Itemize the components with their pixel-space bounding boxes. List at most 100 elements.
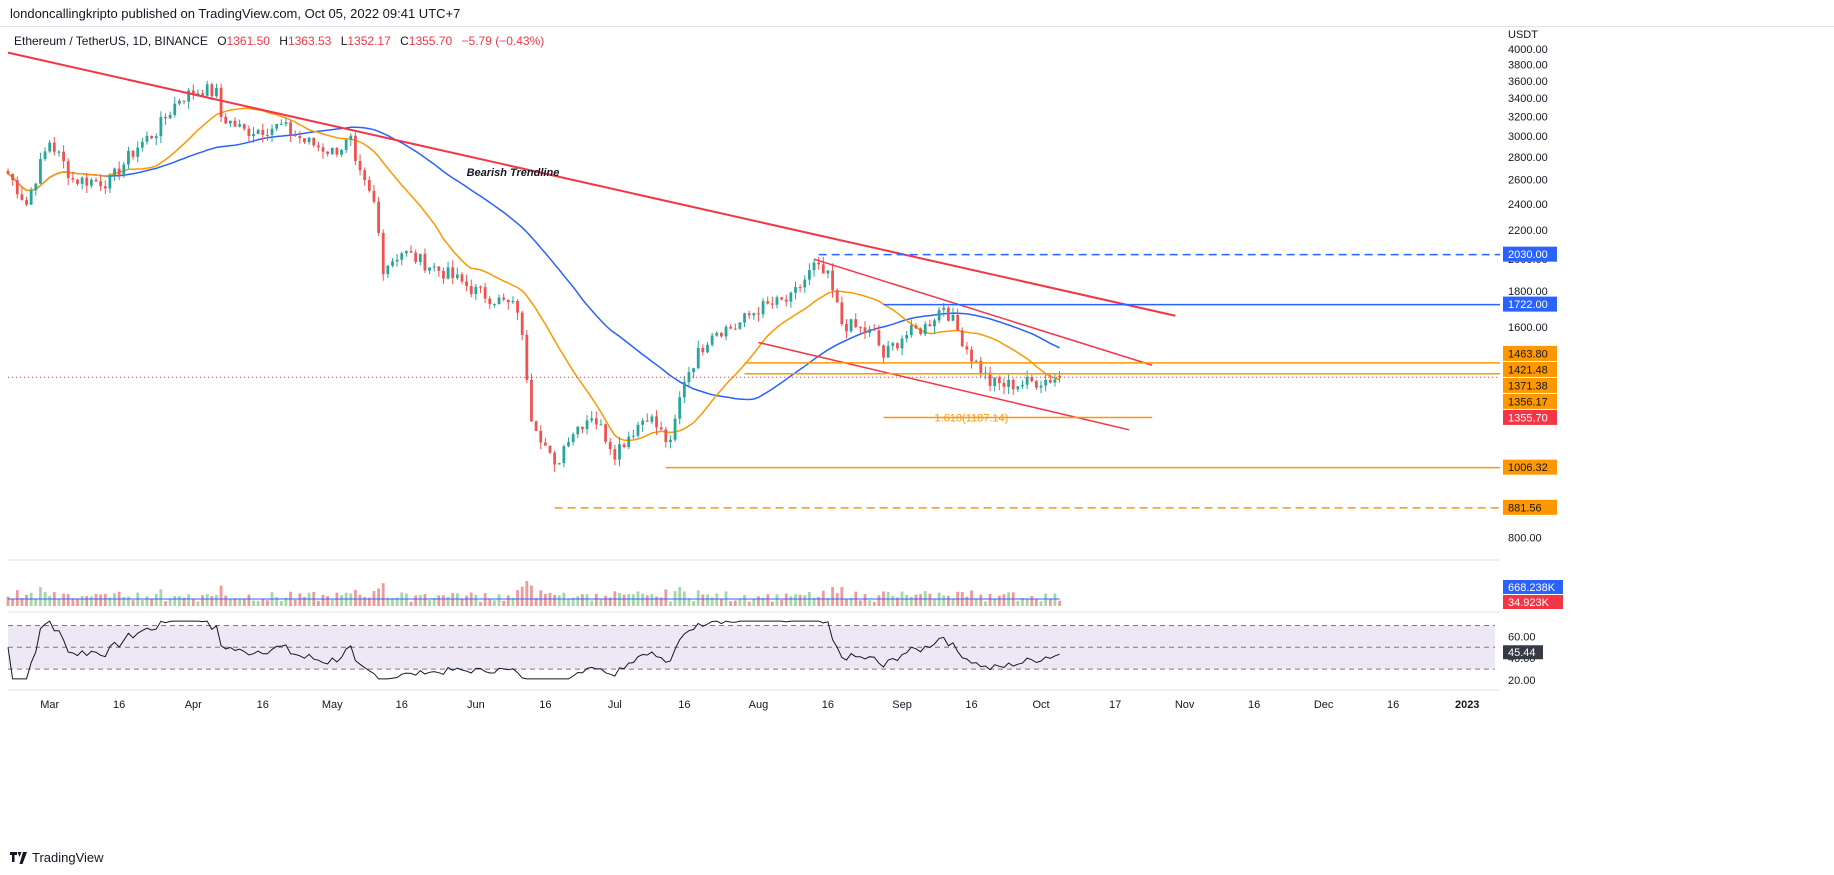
candle-body (247, 128, 251, 137)
candle-body (743, 313, 746, 323)
candle-body (256, 129, 260, 135)
volume-bar (594, 593, 598, 606)
candle-body (117, 168, 121, 176)
volume-bar (914, 594, 918, 606)
volume-bar (298, 593, 302, 606)
x-tick-label: May (322, 699, 343, 711)
candle-body (437, 266, 441, 271)
candle-body (618, 444, 621, 460)
candle-body (831, 270, 834, 291)
volume-bar (187, 594, 191, 606)
volume-bar (224, 595, 228, 606)
candle-body (15, 180, 19, 195)
volume-bar (349, 593, 353, 606)
volume-bar (835, 593, 839, 606)
candle-body (395, 259, 399, 262)
volume-bar (131, 600, 135, 606)
volume-bar (817, 596, 821, 606)
candle-body (48, 142, 52, 152)
volume-bar (831, 587, 834, 606)
candle-body (863, 327, 867, 333)
volume-bar (905, 594, 909, 606)
candle-body (1053, 379, 1057, 383)
volume-bar (511, 597, 515, 606)
candle-body (608, 441, 612, 450)
bearish-trendline (7, 51, 1176, 317)
channel-lower-line (758, 341, 1130, 431)
footer-brand[interactable]: TradingView (10, 850, 104, 865)
volume-bar (20, 597, 24, 606)
volume-bar (789, 596, 793, 606)
volume-bar (127, 596, 130, 606)
candle-body (455, 274, 459, 279)
volume-bar (659, 597, 663, 606)
volume-bar (196, 601, 200, 606)
candle-body (946, 307, 950, 321)
rsi-line (7, 620, 1060, 680)
chart-frame (0, 26, 1834, 853)
y-tick-label: 3000.00 (1508, 131, 1548, 143)
volume-bar (483, 593, 487, 606)
candle-body (483, 287, 487, 299)
x-tick-label: 16 (965, 699, 977, 711)
volume-bar (701, 594, 705, 606)
price-tag-label: 1006.32 (1508, 462, 1548, 474)
volume-bar (733, 600, 737, 606)
volume-bar (414, 595, 418, 606)
price-tag-label: 1463.80 (1508, 348, 1548, 360)
candle-body (326, 151, 330, 154)
candle-body (909, 325, 913, 336)
volume-bar (706, 594, 709, 606)
candle-body (1011, 379, 1015, 390)
x-tick-label: Nov (1175, 699, 1195, 711)
y-tick-label: 1800.00 (1508, 286, 1548, 298)
candle-body (289, 122, 292, 135)
volume-bar (530, 585, 533, 606)
volume-bar (1044, 593, 1048, 606)
volume-bar (108, 597, 112, 606)
volume-bar (66, 594, 70, 606)
candle-body (988, 372, 992, 386)
volume-bar (655, 596, 658, 606)
volume-bar (919, 594, 922, 606)
volume-bar (669, 601, 672, 606)
volume-bar (858, 600, 862, 606)
volume-bar (205, 594, 209, 606)
candle-body (488, 298, 492, 305)
x-tick-label: Sep (892, 699, 912, 711)
volume-bar (775, 594, 779, 606)
candle-body (80, 177, 84, 184)
candle-body (270, 128, 274, 135)
candle-body (784, 299, 788, 302)
candle-body (1002, 383, 1006, 387)
y-unit-label: USDT (1508, 29, 1538, 41)
volume-bar (113, 593, 116, 606)
volume-bar (553, 594, 557, 606)
candle-body (145, 136, 149, 142)
candle-body (39, 159, 42, 184)
candle-body (719, 332, 723, 337)
x-tick-label: 2023 (1455, 699, 1479, 711)
candle-body (502, 297, 506, 300)
volume-bar (145, 596, 149, 606)
volume-bar (242, 598, 246, 606)
volume-bar (1039, 601, 1043, 606)
candle-body (659, 427, 663, 430)
candle-body (780, 297, 784, 300)
close-value: 1355.70 (408, 34, 453, 48)
volume-bar (909, 596, 913, 606)
high-value: 1363.53 (287, 34, 332, 48)
candle-body (293, 134, 297, 137)
x-tick-label: 16 (678, 699, 690, 711)
candle-body (103, 186, 107, 189)
volume-bar (891, 595, 895, 606)
candle-body (1048, 379, 1052, 383)
volume-bar (1048, 599, 1052, 606)
candle-body (752, 313, 756, 316)
candle-body (89, 179, 93, 186)
volume-bar (432, 598, 436, 606)
candle-body (729, 326, 733, 329)
volume-bar (516, 590, 519, 606)
volume-bar (576, 596, 580, 606)
